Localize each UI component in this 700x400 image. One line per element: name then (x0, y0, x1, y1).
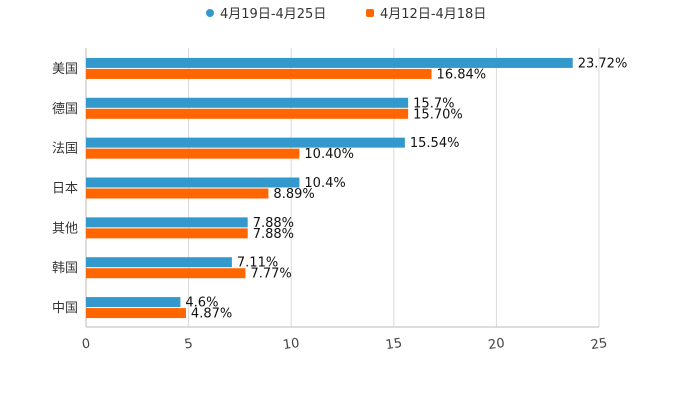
category-label: 其他 (52, 221, 78, 236)
bar-series-1[interactable] (86, 57, 573, 68)
legend-swatch-square-icon (366, 8, 374, 17)
data-label: 15.7% (413, 96, 454, 111)
data-label: 16.84% (437, 67, 487, 82)
legend-item-series-1[interactable]: 4月19日-4月25日 (206, 3, 326, 22)
data-label: 10.4% (304, 176, 345, 191)
category-label: 中国 (52, 301, 78, 316)
x-tick-label: 5 (184, 336, 194, 352)
data-label: 7.77% (250, 267, 291, 282)
bar-series-1[interactable] (86, 257, 232, 268)
x-tick-label: 10 (282, 336, 300, 353)
bar-series-2[interactable] (86, 108, 409, 119)
bar-series-2[interactable] (86, 148, 300, 159)
bar-series-2[interactable] (86, 268, 246, 279)
bar-series-1[interactable] (86, 97, 409, 108)
bar-series-1[interactable] (86, 217, 248, 228)
category-label: 韩国 (52, 261, 78, 276)
legend-swatch-circle-icon (206, 8, 214, 17)
legend: 4月19日-4月25日 4月12日-4月18日 (0, 3, 700, 23)
data-label: 4.87% (191, 307, 232, 322)
bar-series-1[interactable] (86, 177, 300, 188)
category-label: 美国 (52, 62, 78, 77)
legend-label-series-2: 4月12日-4月18日 (380, 7, 487, 22)
legend-label-series-1: 4月19日-4月25日 (220, 7, 327, 22)
bar-series-2[interactable] (86, 228, 248, 239)
data-label: 8.89% (273, 187, 314, 202)
category-label: 法国 (52, 142, 78, 157)
data-label: 10.40% (304, 147, 354, 162)
bar-series-2[interactable] (86, 308, 186, 319)
data-label: 7.11% (237, 256, 278, 271)
data-label: 7.88% (253, 216, 294, 231)
data-label: 7.88% (253, 227, 294, 242)
data-label: 15.70% (413, 107, 463, 122)
bar-series-1[interactable] (86, 297, 181, 308)
x-tick-label: 20 (487, 336, 505, 353)
bar-series-2[interactable] (86, 188, 269, 199)
data-label: 23.72% (578, 56, 628, 71)
bar-series-1[interactable] (86, 137, 405, 148)
data-label: 4.6% (185, 296, 218, 311)
bar-series-2[interactable] (86, 68, 432, 79)
x-tick-label: 25 (590, 336, 608, 353)
data-label: 15.54% (410, 136, 460, 151)
legend-item-series-2[interactable]: 4月12日-4月18日 (366, 3, 486, 22)
x-tick-label: 15 (385, 336, 403, 353)
category-label: 日本 (52, 182, 78, 197)
category-label: 德国 (52, 102, 78, 117)
x-tick-label: 0 (81, 336, 91, 352)
